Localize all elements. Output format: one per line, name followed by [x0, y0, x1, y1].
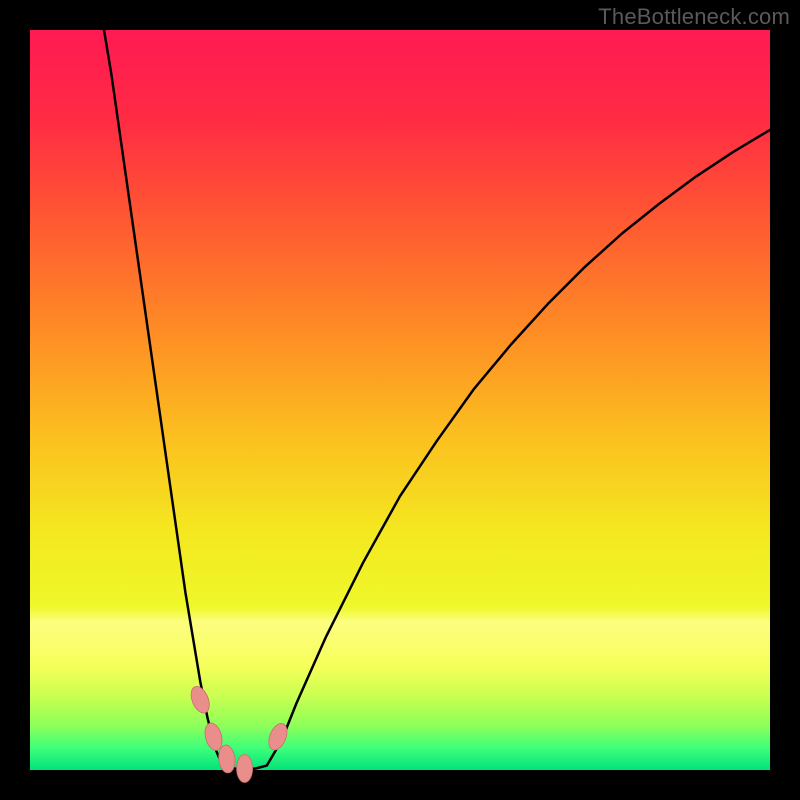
watermark-text: TheBottleneck.com	[598, 4, 790, 30]
bottleneck-chart	[0, 0, 800, 800]
curve-marker	[237, 755, 253, 783]
gradient-background	[30, 30, 770, 770]
